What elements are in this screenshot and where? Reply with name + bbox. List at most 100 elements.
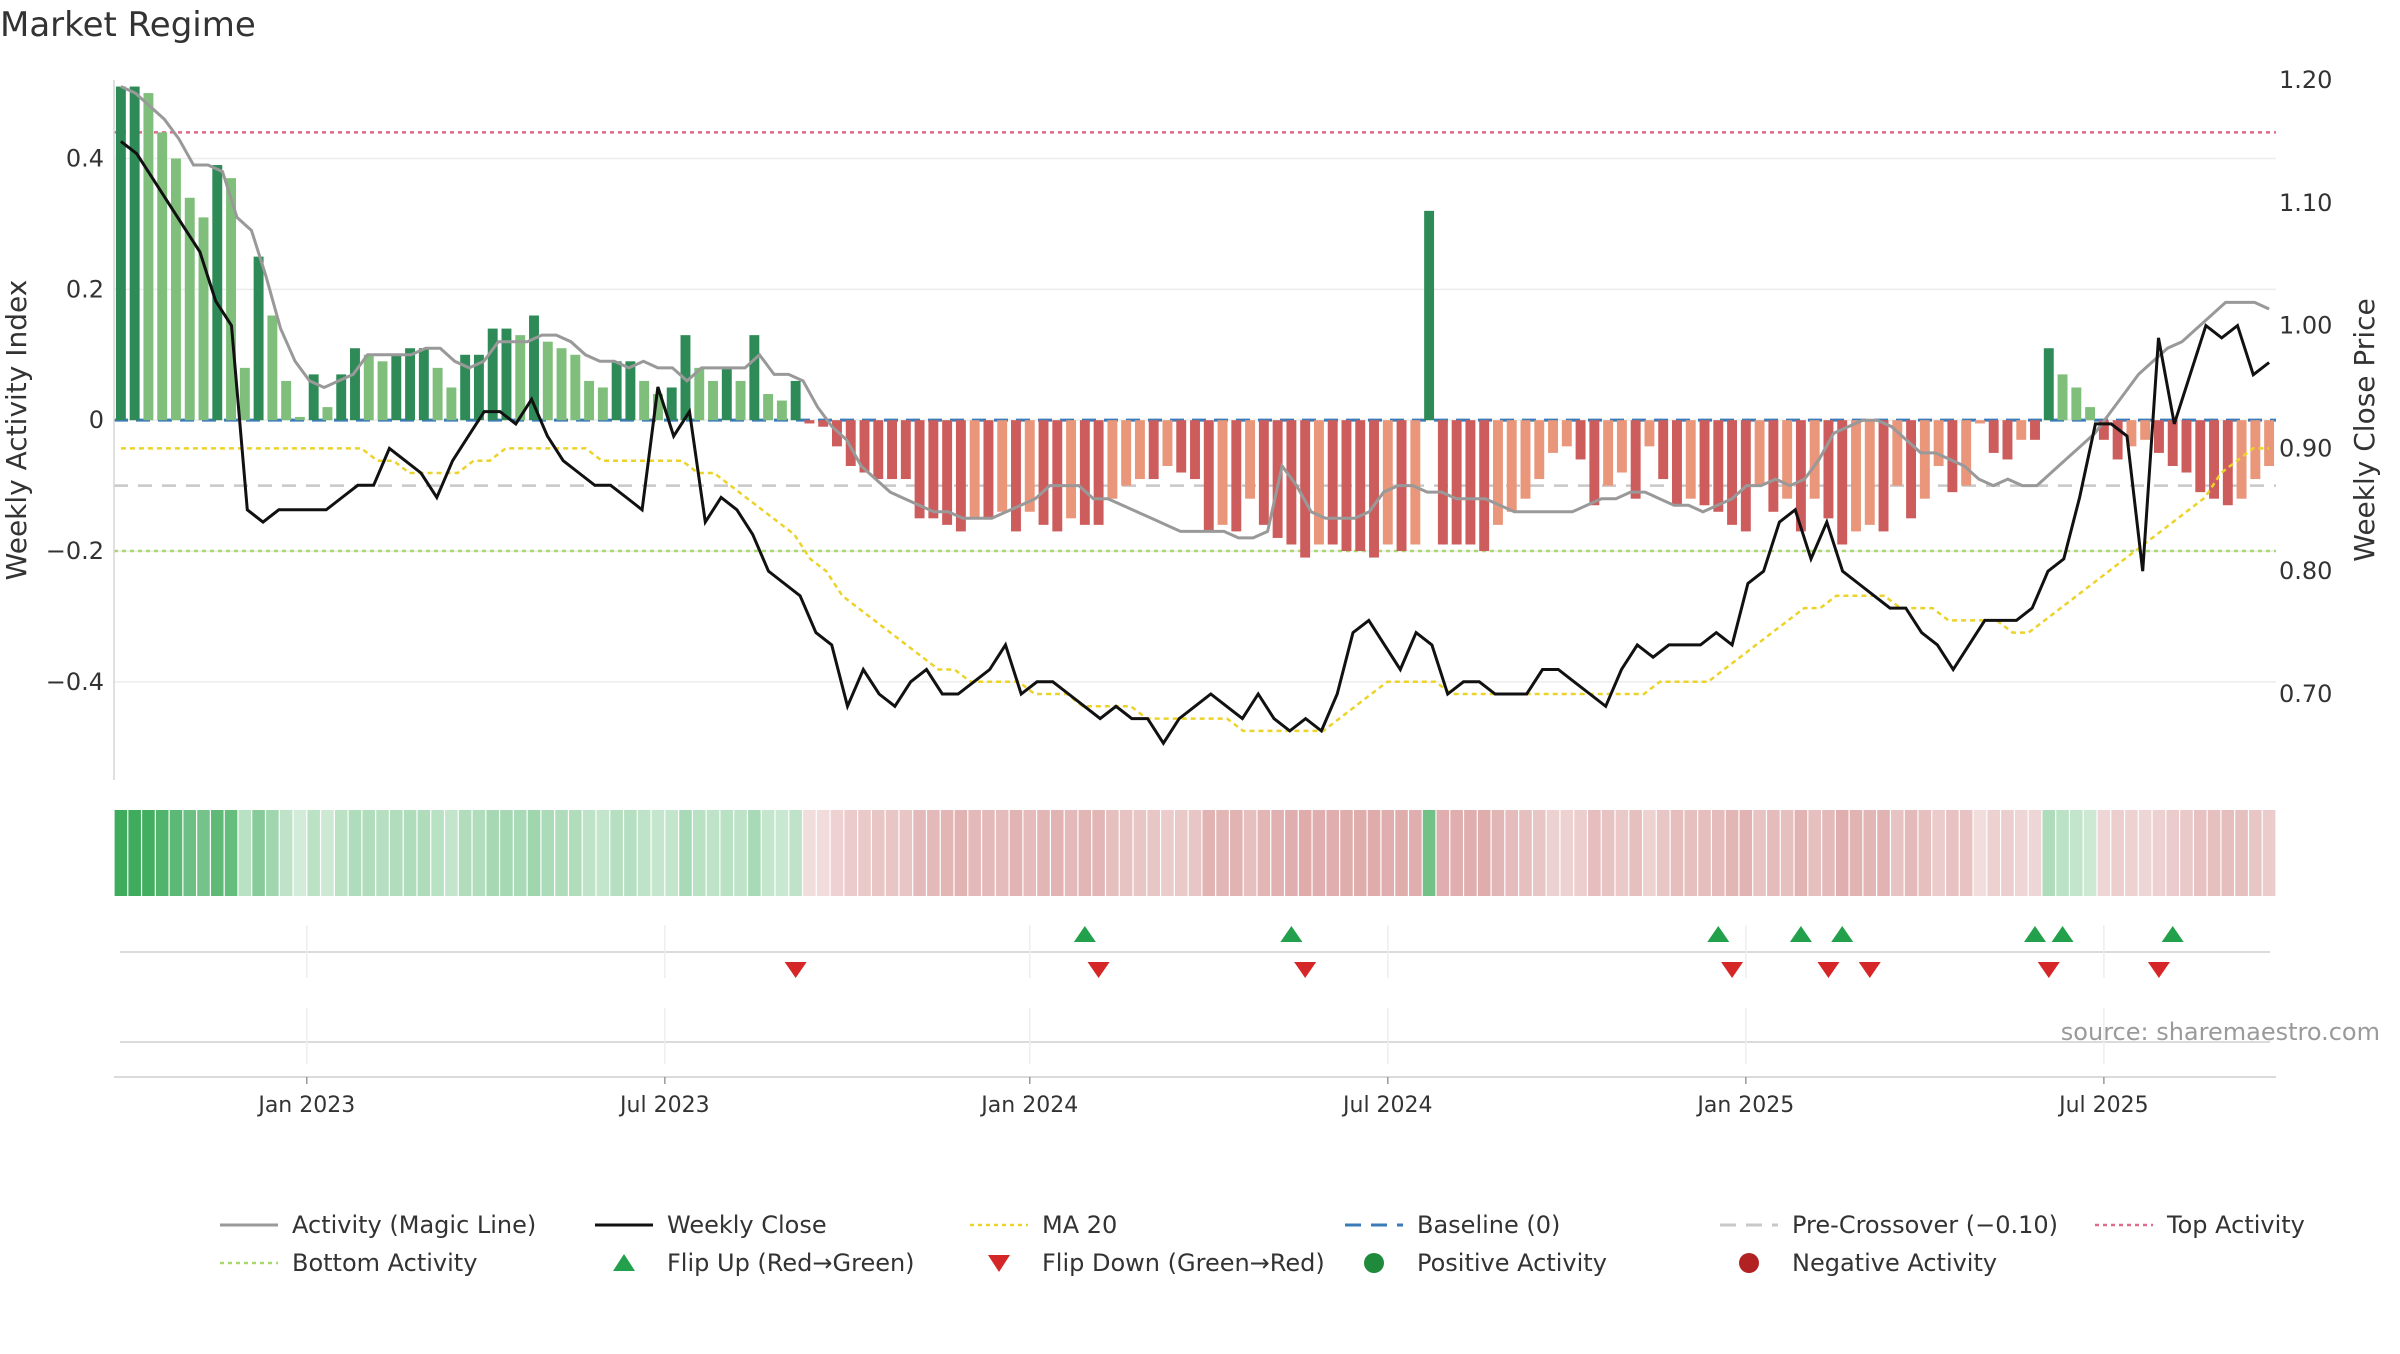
activity-bar [184, 197, 195, 421]
activity-bar [1506, 420, 1517, 512]
heat-cell [472, 810, 486, 896]
heat-cell [954, 810, 968, 896]
heat-cell [1808, 810, 1821, 896]
weekly-close-series [119, 140, 2271, 746]
flip-up-marker [1789, 926, 1812, 942]
activity-bar [542, 341, 553, 421]
activity-bar [2071, 387, 2082, 421]
heat-cell [1519, 810, 1532, 896]
activity-bar [294, 416, 305, 421]
flip-down-marker [1721, 962, 1744, 978]
activity-bar [1548, 420, 1558, 453]
heat-cell [940, 810, 954, 896]
heat-cell [1780, 810, 1794, 896]
heat-cell [2056, 810, 2069, 896]
activity-bar [749, 335, 760, 421]
activity-bar [694, 367, 705, 421]
activity-bar [529, 315, 539, 421]
heat-cell [1615, 810, 1629, 896]
left-tick-label: 0.2 [66, 275, 104, 303]
legend-swatch [1364, 1253, 1384, 1273]
activity-bar [2043, 348, 2054, 421]
activity-bar [2222, 420, 2233, 506]
heat-cell [1353, 810, 1367, 896]
heat-cell [1450, 810, 1463, 896]
heat-cell [293, 810, 307, 896]
heat-cell [803, 810, 816, 896]
flip-down-marker [1858, 962, 1881, 978]
heat-cell [2111, 810, 2124, 896]
heat-cell [1298, 810, 1312, 896]
heat-cell [761, 810, 775, 896]
heat-cell [362, 810, 376, 896]
activity-bar [501, 328, 512, 421]
activity-bar [473, 354, 484, 421]
heat-cell [2138, 810, 2152, 896]
heat-cell [2152, 810, 2166, 896]
activity-bar [1424, 210, 1435, 421]
heat-cell [210, 810, 224, 896]
heat-cell [2207, 810, 2221, 896]
heat-cell [927, 810, 940, 896]
activity-bar [1369, 420, 1379, 558]
heat-cell [1367, 810, 1381, 896]
heat-cell [1119, 810, 1133, 896]
activity-bar [1052, 420, 1063, 532]
heat-cell [2042, 810, 2056, 896]
activity-bar [2195, 420, 2206, 493]
activity-bar [1038, 420, 1049, 525]
heat-cell [1904, 810, 1918, 896]
heat-cell [816, 810, 830, 896]
heat-cell [1285, 810, 1298, 896]
left-tick-label: 0.4 [66, 145, 104, 173]
heat-cell [500, 810, 513, 896]
activity-bar [446, 387, 457, 421]
activity-bar [281, 380, 292, 421]
heat-cell [2028, 810, 2042, 896]
heat-cell [748, 810, 761, 896]
activity-bar [1355, 420, 1366, 552]
heat-cell [1725, 810, 1739, 896]
activity-bar [129, 86, 140, 421]
activity-bar [887, 420, 898, 480]
heat-cell [1601, 810, 1615, 896]
heat-cell [651, 810, 665, 896]
activity-bar [1906, 420, 1917, 519]
activity-bar [914, 420, 925, 519]
activity-bar [639, 380, 650, 421]
x-tick-label: Jan 2025 [1695, 1093, 1794, 1118]
activity-bar [1837, 420, 1848, 545]
legend-swatch [613, 1254, 635, 1271]
heat-cell [665, 810, 678, 896]
heat-cell [334, 810, 348, 896]
heat-cell [114, 810, 128, 896]
activity-bar [845, 420, 856, 466]
activity-bar [226, 178, 237, 421]
heat-cell [252, 810, 265, 896]
heat-cell [224, 810, 238, 896]
heat-cell [197, 810, 210, 896]
activity-bar [308, 374, 319, 421]
heat-cell [1051, 810, 1064, 896]
heat-cell [1987, 810, 2000, 896]
activity-bar [2236, 420, 2247, 499]
activity-bar [1933, 420, 1944, 466]
heat-cell [376, 810, 389, 896]
heat-cell [1574, 810, 1587, 896]
activity-bar [1492, 420, 1503, 525]
activity-bar [363, 354, 374, 421]
heat-cell [1037, 810, 1050, 896]
right-tick-label: 1.00 [2279, 312, 2332, 340]
activity-bar [1520, 420, 1531, 499]
activity-bar [597, 387, 608, 421]
activity-bar [1024, 420, 1035, 512]
activity-bar [198, 217, 209, 421]
flip-down-marker [784, 962, 807, 978]
activity-bar [460, 354, 471, 421]
activity-bar [652, 394, 663, 421]
chart-title: Market Regime [0, 5, 256, 45]
flip-down-marker [2037, 962, 2060, 978]
activity-bar [253, 256, 264, 421]
activity-bar [570, 354, 581, 421]
